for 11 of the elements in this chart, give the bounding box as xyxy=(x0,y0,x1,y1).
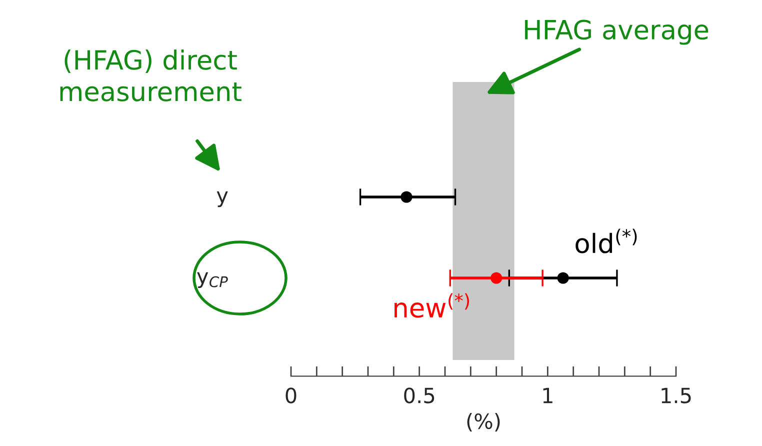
y-tick-label: y$_{CP}$ xyxy=(197,272,228,288)
y-tick-label: y xyxy=(216,191,228,208)
x-tick-label: 0 xyxy=(286,388,296,404)
x-tick-label: 0.5 xyxy=(404,388,434,404)
x-axis-title: (%) xyxy=(467,412,500,432)
x-tick-label: 1.5 xyxy=(662,388,691,404)
text: (HFAG) direct measurement xyxy=(60,49,242,102)
series-label: old$^{(*)}$ xyxy=(576,228,637,254)
band-label: HFAG average xyxy=(525,20,708,45)
series-label: new$^{(*)}$ xyxy=(394,293,470,318)
x-tick-label: 1 xyxy=(543,388,552,404)
